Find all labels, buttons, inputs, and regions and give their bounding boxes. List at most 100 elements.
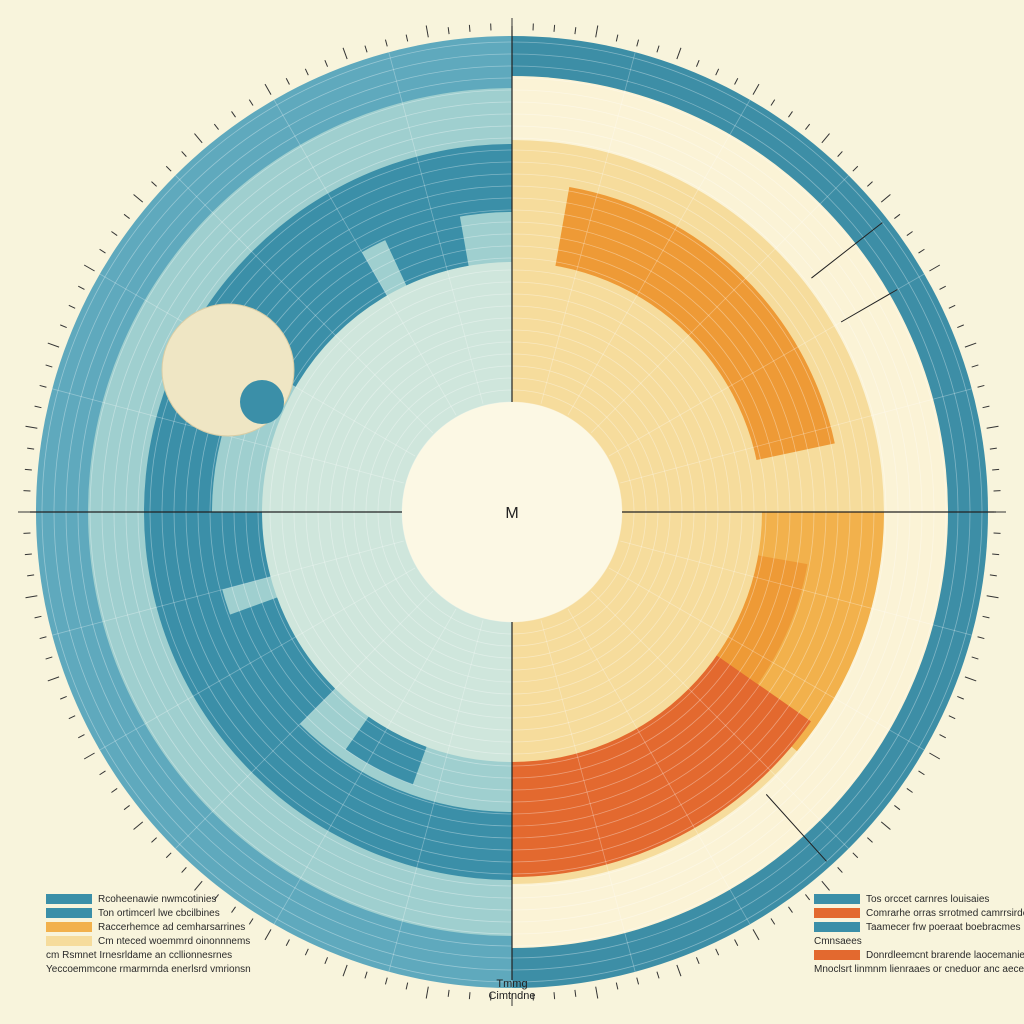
outer-tick: [78, 734, 85, 739]
outer-tick: [867, 837, 873, 843]
outer-tick: [25, 595, 38, 599]
outer-tick: [213, 123, 219, 130]
outer-tick: [364, 45, 368, 53]
outer-tick: [151, 181, 157, 187]
outer-tick: [47, 342, 60, 348]
outer-tick: [636, 977, 640, 985]
outer-tick: [948, 715, 956, 720]
outer-tick: [676, 964, 682, 977]
outer-tick: [977, 384, 985, 388]
legend-item: Mnoclsrt linmnm lienraaes or cneduor anc…: [814, 962, 1024, 976]
outer-tick: [977, 636, 985, 640]
legend-swatch: [814, 894, 860, 904]
legend-swatch: [46, 936, 92, 946]
outer-tick: [982, 615, 990, 619]
outer-tick: [264, 929, 272, 941]
outer-tick: [992, 553, 1000, 556]
outer-tick: [24, 553, 32, 556]
outer-tick: [111, 231, 118, 236]
legend-swatch: [46, 908, 92, 918]
outer-tick: [992, 468, 1000, 471]
outer-tick: [78, 285, 85, 290]
spoke-line: [540, 620, 636, 972]
outer-tick: [304, 948, 309, 956]
outer-tick: [752, 83, 760, 95]
outer-tick: [83, 752, 95, 760]
outer-tick: [405, 982, 409, 990]
outer-tick: [982, 405, 990, 409]
outer-tick: [34, 405, 42, 409]
outer-tick: [123, 213, 130, 219]
pointer-line: [840, 289, 898, 323]
spoke-line: [620, 540, 972, 636]
outer-tick: [285, 939, 290, 946]
spoke-line: [175, 175, 434, 434]
outer-tick: [986, 425, 999, 429]
legend-label: Donrdleemcnt brarende laocemanies: [866, 949, 1024, 961]
outer-tick: [165, 165, 172, 172]
bottom-title: Tmmg Cimtndne: [0, 978, 1024, 1002]
outer-tick: [939, 285, 946, 290]
outer-tick: [595, 986, 599, 999]
spoke-line: [273, 99, 457, 416]
outer-tick: [989, 447, 997, 450]
outer-tick: [231, 111, 236, 118]
outer-tick: [285, 78, 290, 85]
outer-tick: [852, 852, 859, 859]
outer-tick: [964, 676, 977, 682]
spoke-line: [590, 175, 849, 434]
outer-tick: [304, 68, 309, 76]
legend-label: Taamecer frw poeraat boebracmes: [866, 921, 1021, 933]
outer-tick: [447, 27, 450, 35]
outer-tick: [68, 715, 76, 720]
outer-tick: [45, 364, 53, 368]
outer-tick: [837, 151, 843, 157]
right-red-lower: [512, 626, 811, 877]
outer-tick: [68, 304, 76, 309]
moon-notch: [240, 380, 284, 424]
outer-tick: [248, 918, 254, 925]
spoke-line: [99, 567, 416, 751]
outer-tick: [248, 99, 254, 106]
outer-tick: [929, 264, 941, 272]
outer-tick: [39, 636, 47, 640]
legend-swatch: [46, 922, 92, 932]
legend-label: Cmnsaees: [814, 935, 862, 947]
legend-label: Ton ortimcerl lwe cbcilbines: [98, 907, 220, 919]
outer-tick: [99, 770, 106, 776]
outer-tick: [27, 447, 35, 450]
outer-tick: [27, 574, 35, 577]
legend-label: cm Rsmnet Irnesrldame an ccllionnesrnes: [46, 949, 233, 961]
legend-label: Tos orccet carnres louisaies: [866, 893, 990, 905]
outer-tick: [60, 324, 67, 329]
spoke-line: [273, 608, 457, 925]
left-step-block: [376, 196, 469, 286]
outer-tick: [595, 25, 599, 38]
spoke-line: [540, 52, 636, 404]
legend-item: Taamecer frw poeraat boebracmes: [814, 920, 1024, 934]
outer-tick: [734, 939, 739, 946]
left-step-block: [201, 597, 336, 746]
outer-tick: [971, 364, 979, 368]
spoke-line: [388, 620, 484, 972]
legend-right: Tos orccet carnres louisaies Comrarhe orr…: [814, 892, 1024, 976]
pointer-line: [765, 794, 827, 862]
outer-tick: [60, 695, 67, 700]
outer-tick: [111, 788, 118, 793]
outer-tick: [906, 788, 913, 793]
outer-tick: [39, 384, 47, 388]
outer-tick: [971, 656, 979, 660]
outer-tick: [24, 468, 32, 471]
legend-item: cm Rsmnet Irnesrldame an ccllionnesrnes: [46, 948, 251, 962]
outer-tick: [384, 39, 388, 47]
outer-tick: [906, 231, 913, 236]
outer-tick: [939, 734, 946, 739]
outer-tick: [788, 111, 793, 118]
outer-tick: [231, 906, 236, 913]
pointer-line: [811, 222, 883, 279]
legend-item: Comrarhe orras srrotmed camrrsirde: [814, 906, 1024, 920]
outer-tick: [636, 39, 640, 47]
outer-tick: [948, 304, 956, 309]
legend-label: Raccerhemce ad cemharsarrines: [98, 921, 246, 933]
